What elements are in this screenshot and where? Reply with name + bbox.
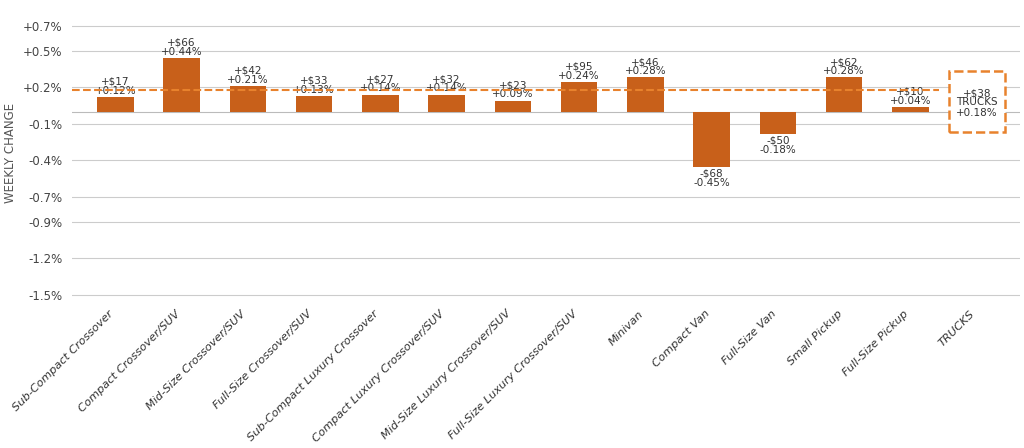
Text: +0.24%: +0.24%: [558, 71, 600, 81]
Text: +$42: +$42: [233, 65, 262, 76]
Text: +0.04%: +0.04%: [890, 95, 931, 106]
Text: +0.28%: +0.28%: [823, 66, 865, 76]
Text: +0.21%: +0.21%: [227, 75, 268, 85]
Text: +0.18%: +0.18%: [956, 108, 997, 118]
Bar: [561, 82, 597, 112]
Text: +$62: +$62: [830, 57, 858, 67]
Bar: [495, 101, 531, 112]
Text: +$95: +$95: [565, 62, 594, 72]
Text: +0.09%: +0.09%: [493, 90, 534, 99]
Bar: [949, 71, 1005, 132]
Text: -0.45%: -0.45%: [693, 177, 730, 188]
Bar: [892, 107, 929, 112]
Text: +$66: +$66: [167, 38, 196, 47]
Bar: [760, 112, 797, 134]
Text: +$23: +$23: [499, 80, 527, 90]
Text: +$38: +$38: [963, 88, 991, 98]
Text: +0.28%: +0.28%: [625, 66, 667, 76]
Y-axis label: WEEKLY CHANGE: WEEKLY CHANGE: [4, 103, 17, 202]
Bar: [362, 95, 398, 112]
Text: +0.12%: +0.12%: [94, 86, 136, 96]
Text: +0.44%: +0.44%: [161, 47, 203, 56]
Text: +0.14%: +0.14%: [359, 83, 401, 93]
Bar: [826, 78, 862, 112]
Text: +$32: +$32: [432, 74, 461, 84]
Bar: [958, 90, 995, 112]
Text: +0.14%: +0.14%: [426, 83, 468, 93]
Text: +$33: +$33: [300, 75, 329, 86]
Bar: [428, 95, 465, 112]
Bar: [97, 97, 133, 112]
Text: TRUCKS: TRUCKS: [956, 97, 997, 107]
Bar: [628, 78, 664, 112]
Text: +$17: +$17: [101, 77, 130, 86]
Bar: [296, 96, 333, 112]
Text: -$68: -$68: [700, 168, 724, 178]
Text: +$10: +$10: [896, 86, 925, 96]
Text: -0.18%: -0.18%: [760, 145, 797, 155]
Text: +0.13%: +0.13%: [293, 85, 335, 95]
Bar: [229, 86, 266, 112]
Bar: [164, 58, 200, 112]
Bar: [693, 112, 730, 167]
Text: +$46: +$46: [631, 57, 659, 67]
Text: +$27: +$27: [367, 74, 394, 84]
Text: -$50: -$50: [766, 135, 790, 146]
